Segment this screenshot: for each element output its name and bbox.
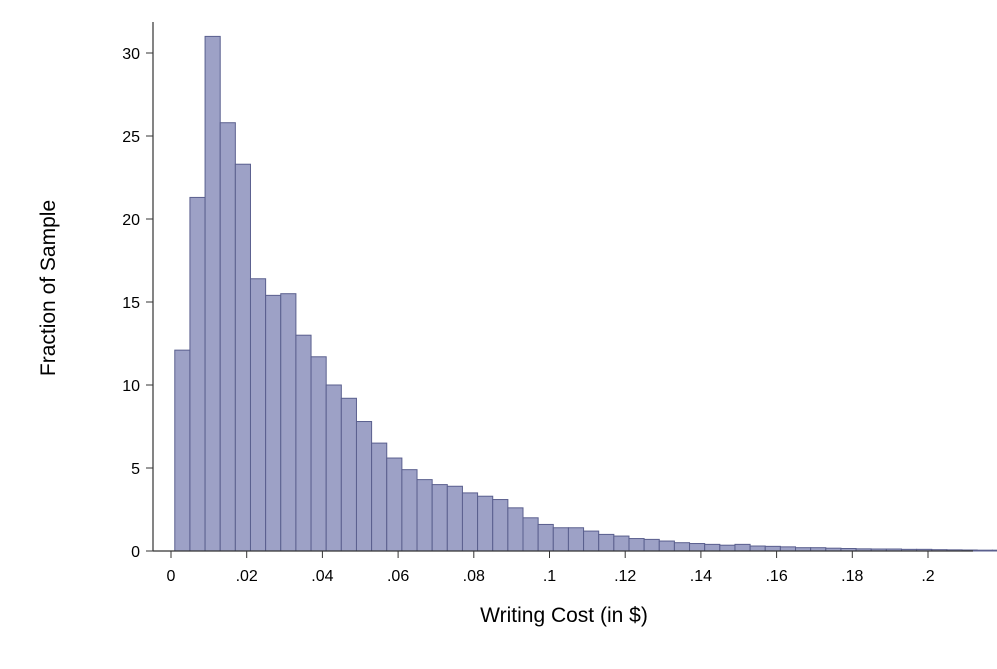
histogram-bar <box>325 384 342 552</box>
axes-layer <box>152 22 973 552</box>
histogram-bar <box>431 484 448 552</box>
x-tick-label: .18 <box>841 568 863 585</box>
y-tick-label: 0 <box>131 544 140 561</box>
histogram-bar <box>734 543 751 552</box>
x-axis-title: Writing Cost (in $) <box>480 604 648 627</box>
x-tick-label: .14 <box>690 568 712 585</box>
histogram-bar <box>704 543 721 552</box>
histogram-bar <box>340 397 357 552</box>
bars-layer <box>174 35 997 552</box>
histogram-bar <box>249 278 267 552</box>
y-tick-label: 25 <box>122 129 140 146</box>
x-ticks: 0 .02 .04 .06 .08 .1 .12 .14 .16 .18 .2 <box>167 551 935 585</box>
histogram-bar <box>461 492 479 552</box>
histogram-bar <box>537 523 554 552</box>
y-tick-label: 15 <box>122 295 140 312</box>
histogram-bar <box>628 538 645 552</box>
x-tick-label: .06 <box>387 568 409 585</box>
x-tick-label: .08 <box>463 568 485 585</box>
histogram-bar <box>719 544 736 552</box>
x-tick-label: .12 <box>614 568 636 585</box>
histogram-bar <box>598 533 615 552</box>
histogram-bar <box>613 535 630 552</box>
histogram-bar <box>643 538 660 552</box>
y-axis-title: Fraction of Sample <box>37 200 60 376</box>
histogram-bar <box>477 495 494 552</box>
histogram-bar <box>567 527 585 552</box>
x-tick-label: .16 <box>765 568 787 585</box>
y-ticks: 0 5 10 15 20 25 30 <box>122 46 153 561</box>
x-tick-label: 0 <box>167 568 176 585</box>
histogram-bar <box>507 507 524 552</box>
histogram-bar <box>174 349 191 552</box>
histogram-bar <box>764 545 781 552</box>
histogram-bar <box>189 196 206 552</box>
histogram-bar <box>492 499 509 552</box>
y-tick-label: 5 <box>131 461 140 478</box>
histogram-bar <box>552 527 569 552</box>
x-tick-label: .04 <box>311 568 333 585</box>
histogram-bar <box>295 334 312 552</box>
histogram-bar <box>234 163 251 552</box>
histogram-bar <box>673 542 691 552</box>
y-tick-label: 20 <box>122 212 140 229</box>
histogram-bar <box>416 479 433 552</box>
x-tick-label: .02 <box>236 568 258 585</box>
histogram-bar <box>522 517 539 552</box>
histogram-bar <box>976 549 993 552</box>
histogram-bar <box>386 457 403 552</box>
histogram-bar <box>355 421 373 552</box>
histogram-bar <box>446 485 463 552</box>
histogram-bar <box>779 546 797 552</box>
histogram-bar <box>658 540 675 552</box>
histogram-bar <box>371 442 388 552</box>
histogram-bar <box>689 543 706 552</box>
y-tick-label: 10 <box>122 378 140 395</box>
x-tick-label: .2 <box>921 568 934 585</box>
x-tick-label: .1 <box>543 568 556 585</box>
histogram-bar <box>583 530 600 552</box>
histogram-bar <box>280 293 297 552</box>
histogram-bar <box>991 549 997 552</box>
histogram-bar <box>310 356 327 552</box>
histogram-bar <box>265 294 282 552</box>
histogram-bar <box>219 122 236 552</box>
y-tick-label: 30 <box>122 46 140 63</box>
histogram-bar <box>749 545 766 552</box>
histogram-bar <box>401 469 418 552</box>
histogram-bar <box>204 35 221 552</box>
